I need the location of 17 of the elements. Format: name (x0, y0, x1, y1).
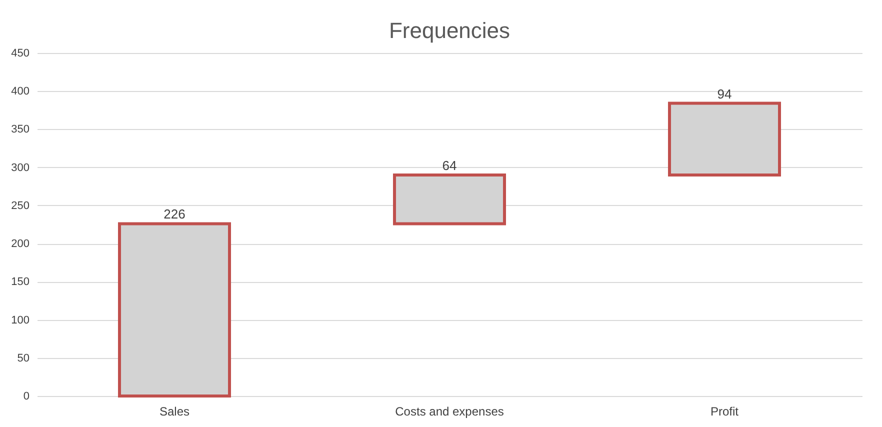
data-label: 94 (717, 86, 732, 102)
y-tick-label: 450 (11, 48, 30, 60)
y-tick-label: 250 (11, 200, 30, 212)
y-tick-label: 400 (11, 86, 30, 98)
x-tick-label: Costs and expenses (395, 404, 504, 418)
y-tick-label: 200 (11, 238, 30, 250)
chart-title: Frequencies (388, 18, 510, 43)
y-tick-label: 350 (11, 124, 30, 136)
data-label: 64 (442, 158, 457, 173)
y-tick-label: 300 (11, 162, 30, 174)
y-tick-label: 100 (11, 314, 30, 326)
data-label: 226 (164, 206, 186, 222)
y-tick-label: 150 (11, 276, 30, 288)
y-tick-label: 50 (17, 352, 30, 364)
x-tick-label: Profit (710, 404, 740, 418)
y-tick-label: 0 (23, 390, 30, 402)
x-tick-label: Sales (159, 404, 190, 418)
